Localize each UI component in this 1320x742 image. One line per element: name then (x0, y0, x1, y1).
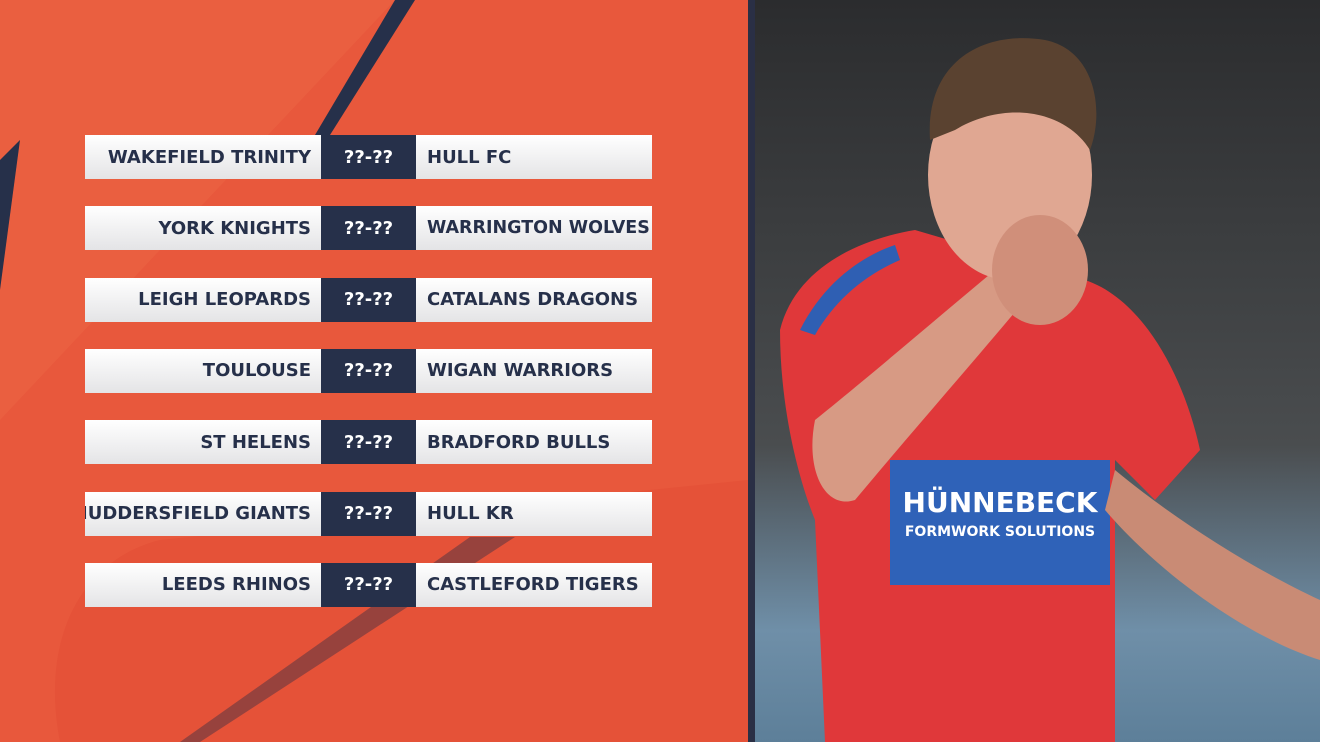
score: ??-?? (321, 420, 416, 465)
home-team: LEEDS RHINOS (85, 562, 321, 607)
score: ??-?? (321, 562, 416, 607)
sponsor-band (890, 460, 1110, 585)
fixture-row: ST HELENS ??-?? BRADFORD BULLS (85, 420, 652, 465)
arm (812, 270, 1025, 502)
score: ??-?? (321, 491, 416, 536)
fixture-row: LEEDS RHINOS ??-?? CASTLEFORD TIGERS (85, 562, 652, 607)
home-team: TOULOUSE (85, 348, 321, 393)
away-team: CATALANS DRAGONS (416, 277, 652, 322)
score: ??-?? (321, 206, 416, 251)
bg-stripe (315, 0, 415, 135)
fixture-row: LEIGH LEOPARDS ??-?? CATALANS DRAGONS (85, 277, 652, 322)
home-team: HUDDERSFIELD GIANTS (85, 491, 321, 536)
player-photo: HÜNNEBECK FORMWORK SOLUTIONS (755, 0, 1320, 742)
home-team: ST HELENS (85, 420, 321, 465)
shirt-trim (800, 245, 900, 335)
away-team: CASTLEFORD TIGERS (416, 562, 652, 607)
score: ??-?? (321, 277, 416, 322)
bg-shape (54, 480, 748, 742)
bg-stripe (0, 140, 20, 290)
score: ??-?? (321, 348, 416, 393)
away-team: BRADFORD BULLS (416, 420, 652, 465)
home-team: YORK KNIGHTS (85, 206, 321, 251)
sponsor-tagline: FORMWORK SOLUTIONS (905, 524, 1095, 540)
home-team: WAKEFIELD TRINITY (85, 135, 321, 179)
sponsor-text: HÜNNEBECK (903, 485, 1099, 519)
photo: HÜNNEBECK FORMWORK SOLUTIONS (755, 0, 1320, 742)
away-team: HULL KR (416, 491, 652, 536)
score: ??-?? (321, 135, 416, 179)
hand (992, 215, 1088, 325)
away-team: HULL FC (416, 135, 652, 179)
arm (1105, 470, 1320, 660)
fixture-row: TOULOUSE ??-?? WIGAN WARRIORS (85, 348, 652, 393)
home-team: LEIGH LEOPARDS (85, 277, 321, 322)
fixture-row: HUDDERSFIELD GIANTS ??-?? HULL KR (85, 491, 652, 536)
away-team: WIGAN WARRIORS (416, 348, 652, 393)
fixture-row: WAKEFIELD TRINITY ??-?? HULL FC (85, 135, 652, 179)
away-team: WARRINGTON WOLVES (416, 206, 652, 251)
fixtures-panel: WAKEFIELD TRINITY ??-?? HULL FC YORK KNIGHT… (0, 0, 748, 742)
hair (929, 38, 1097, 150)
fixture-row: YORK KNIGHTS ??-?? WARRINGTON WOLVES (85, 206, 652, 251)
